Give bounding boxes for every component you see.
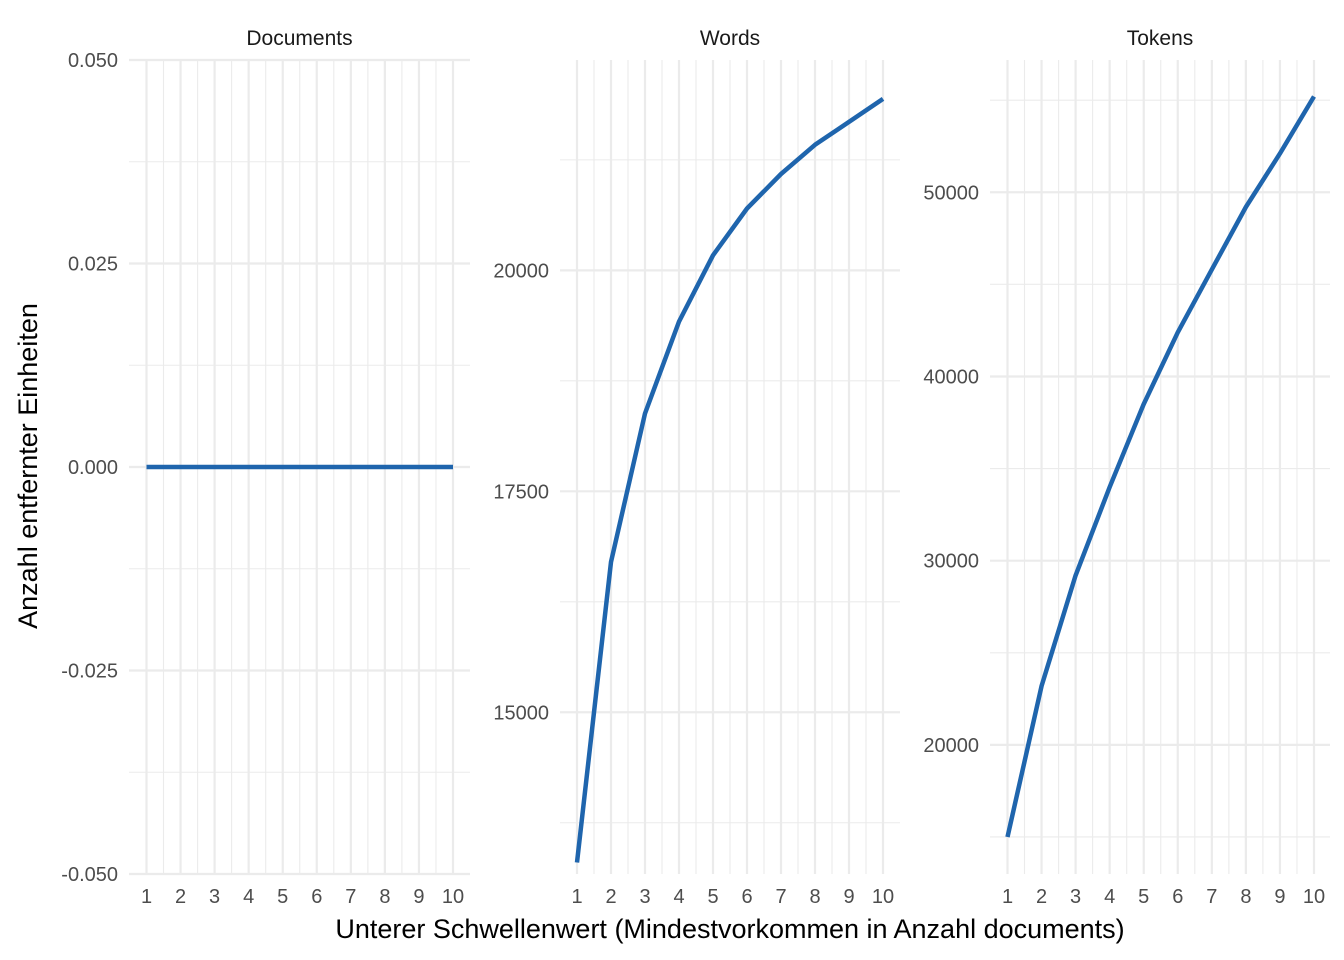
y-tick-label: 0.025	[68, 254, 118, 276]
x-tick-label: 5	[1138, 886, 1149, 908]
facet-title: Documents	[246, 27, 352, 50]
x-axis-title: Unterer Schwellenwert (Mindestvorkommen …	[335, 914, 1124, 944]
y-tick-label: 40000	[923, 366, 979, 388]
x-tick-label: 2	[1036, 886, 1047, 908]
y-tick-label: 20000	[493, 260, 549, 282]
x-tick-label: 8	[379, 886, 390, 908]
x-tick-label: 1	[1002, 886, 1013, 908]
x-tick-label: 9	[1274, 886, 1285, 908]
x-tick-label: 8	[809, 886, 820, 908]
x-tick-label: 10	[1303, 886, 1325, 908]
x-tick-label: 5	[707, 886, 718, 908]
x-tick-label: 4	[1104, 886, 1115, 908]
x-tick-label: 3	[1070, 886, 1081, 908]
y-tick-label: 17500	[493, 481, 549, 503]
x-tick-label: 3	[639, 886, 650, 908]
x-tick-label: 9	[413, 886, 424, 908]
panel-tokens: 20000 30000 40000 50000 1 2 3 4 5 6 7 8 9 10 Tokens	[923, 27, 1330, 908]
x-tick-label: 10	[442, 886, 464, 908]
x-tick-label: 5	[277, 886, 288, 908]
series-line	[574, 97, 885, 863]
x-tick-label: 2	[605, 886, 616, 908]
panels: -0.050 -0.025 0.000 0.025 0.050 1 2 3 4 5 6 7 8 9 10 Do…	[61, 27, 1330, 908]
series-line	[1005, 95, 1316, 838]
x-tick-label: 9	[843, 886, 854, 908]
y-axis-title: Anzahl entfernter Einheiten	[13, 303, 43, 629]
x-tick-label: 7	[345, 886, 356, 908]
y-tick-label: -0.050	[61, 864, 118, 886]
y-tick-label: 0.000	[68, 457, 118, 479]
panel-documents: -0.050 -0.025 0.000 0.025 0.050 1 2 3 4 5 6 7 8 9 10 Do…	[61, 27, 470, 908]
facet-title: Tokens	[1127, 27, 1194, 50]
x-tick-label: 4	[243, 886, 254, 908]
x-tick-label: 10	[872, 886, 894, 908]
y-tick-label: 15000	[493, 702, 549, 724]
x-tick-label: 6	[1172, 886, 1183, 908]
x-tick-label: 7	[775, 886, 786, 908]
x-tick-label: 6	[741, 886, 752, 908]
y-tick-label: -0.025	[61, 661, 118, 683]
x-tick-label: 1	[141, 886, 152, 908]
x-tick-label: 2	[175, 886, 186, 908]
y-tick-label: 20000	[923, 735, 979, 757]
panel-words: 15000 17500 20000 1 2 3 4 5 6 7 8 9 10 Words	[493, 27, 900, 908]
x-tick-label: 1	[571, 886, 582, 908]
x-tick-label: 4	[673, 886, 684, 908]
x-tick-label: 3	[209, 886, 220, 908]
y-tick-label: 50000	[923, 182, 979, 204]
y-tick-label: 0.050	[68, 50, 118, 72]
x-tick-label: 6	[311, 886, 322, 908]
facet-title: Words	[700, 27, 760, 50]
y-tick-label: 30000	[923, 551, 979, 573]
x-tick-label: 8	[1240, 886, 1251, 908]
x-tick-label: 7	[1206, 886, 1217, 908]
